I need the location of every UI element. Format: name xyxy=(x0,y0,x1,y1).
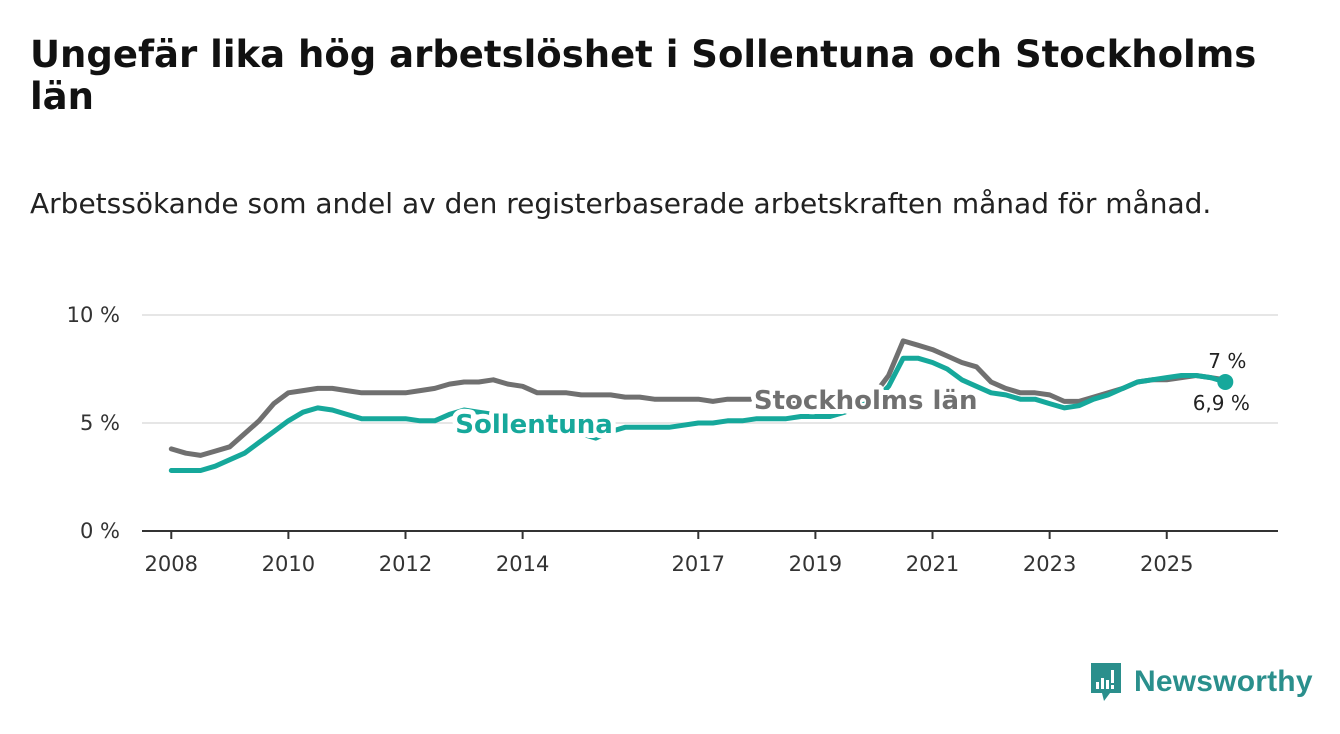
series-end-marker xyxy=(1217,373,1234,390)
x-tick-label: 2021 xyxy=(906,552,959,576)
y-axis: 0 % 5 % 10 % xyxy=(67,303,120,543)
x-axis: 2008 2010 2012 2014 2017 2019 2021 2023 2025 xyxy=(145,531,1193,576)
x-tick-label: 2008 xyxy=(145,552,198,576)
brand-name: Newsworthy xyxy=(1134,665,1313,698)
x-tick-label: 2014 xyxy=(496,552,549,576)
series-labels: Sollentuna Stockholms län 7 % 6,9 % xyxy=(450,349,1250,445)
series xyxy=(168,338,1234,473)
x-tick-label: 2010 xyxy=(262,552,315,576)
y-tick-label: 0 % xyxy=(80,519,120,543)
end-value-label: 7 % xyxy=(1208,349,1246,373)
end-value-label: 6,9 % xyxy=(1193,391,1250,415)
x-tick-label: 2025 xyxy=(1140,552,1193,576)
gridlines xyxy=(142,314,1278,424)
series-label-sollentuna: Sollentuna xyxy=(455,410,613,440)
x-tick-label: 2012 xyxy=(379,552,432,576)
chart-title: Ungefär lika hög arbetslöshet i Sollentu… xyxy=(30,33,1257,118)
x-tick-label: 2019 xyxy=(789,552,842,576)
x-tick-label: 2023 xyxy=(1023,552,1076,576)
chart-subtitle: Arbetssökande som andel av den registerb… xyxy=(30,187,1212,220)
brand[interactable]: Newsworthy xyxy=(1088,660,1313,704)
y-tick-label: 5 % xyxy=(80,411,120,435)
series-label-stockholms-län: Stockholms län xyxy=(754,386,978,416)
x-tick-label: 2017 xyxy=(672,552,725,576)
line-chart: 0 %5 %10 % 2008 2010 2012 2014 2017 2019 2021 2… xyxy=(67,303,1278,576)
y-tick-label: 10 % xyxy=(67,303,120,327)
series-line-stockholms-län xyxy=(168,338,1228,458)
newsworthy-logo-icon xyxy=(1091,663,1121,701)
series-line-sollentuna xyxy=(168,355,1228,473)
